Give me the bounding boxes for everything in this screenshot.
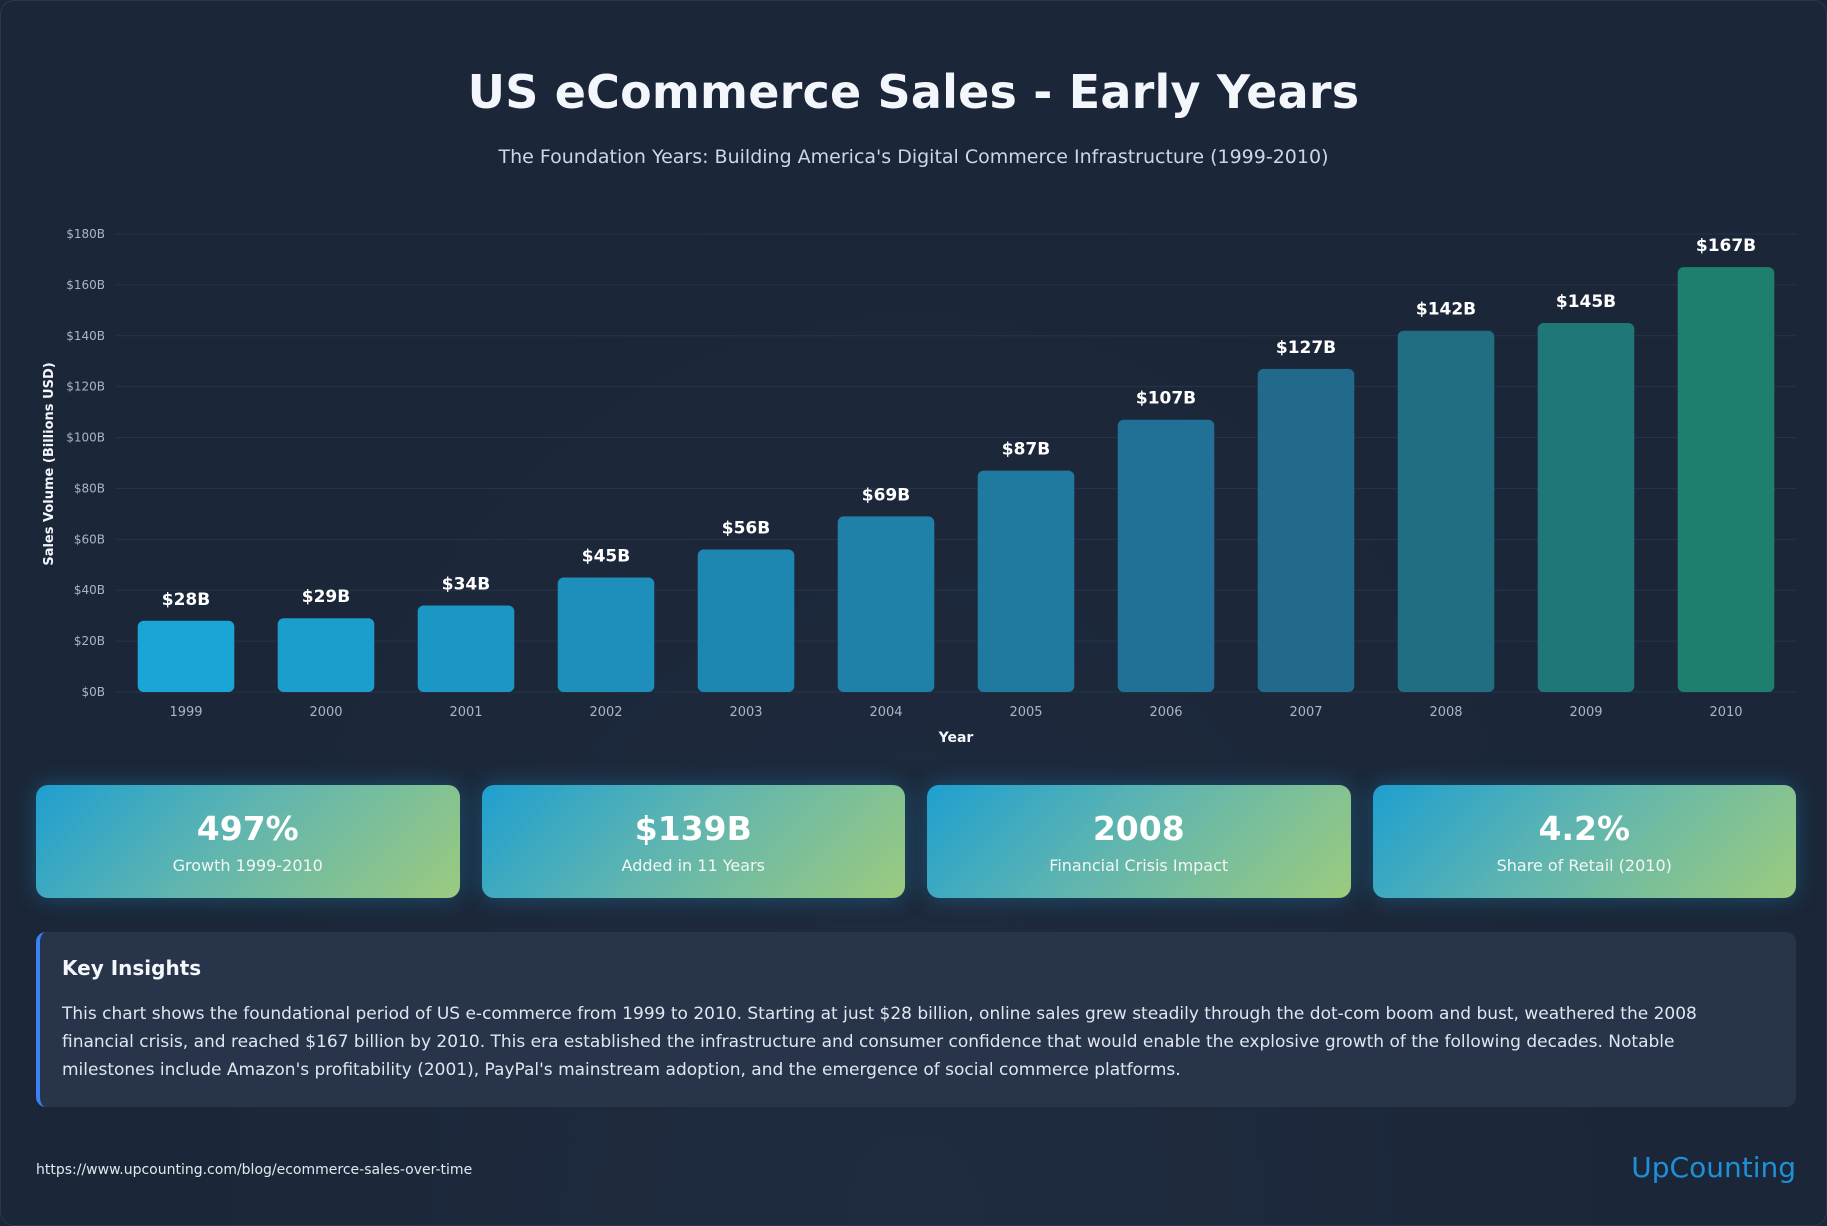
- bar-2006: [1117, 419, 1215, 692]
- page-title: US eCommerce Sales - Early Years: [467, 65, 1360, 119]
- bar-value-label: $107B: [1136, 389, 1196, 409]
- x-axis-ticks: 1999 2000 2001 2002 2003 2004 2005 2006 2007 2008…: [169, 705, 1742, 720]
- bar-value-label: $29B: [302, 587, 350, 607]
- y-tick-label: $20B: [74, 634, 105, 648]
- y-tick-label: $40B: [74, 583, 105, 597]
- stat-value: $139B: [634, 808, 752, 848]
- stat-card-retail-share: 4.2% Share of Retail (2010): [1372, 785, 1796, 898]
- x-tick-label: 2003: [729, 705, 762, 720]
- bar-value-label: $127B: [1276, 338, 1336, 358]
- bar-value-label: $87B: [1002, 440, 1050, 460]
- x-tick-label: 2008: [1429, 705, 1462, 720]
- bar-2008: [1397, 330, 1495, 692]
- bar-2009: [1537, 323, 1635, 692]
- stat-label: Growth 1999-2010: [172, 855, 323, 875]
- sales-bar-chart: $0B $20B $40B $60B $80B $100B $120B $140B $160B $…: [42, 227, 1796, 746]
- bar-1999: [137, 620, 235, 692]
- stat-card-crisis: 2008 Financial Crisis Impact: [927, 785, 1351, 898]
- bar-2004: [837, 516, 935, 692]
- bar-value-label: $45B: [582, 547, 630, 567]
- bar-value-label: $69B: [862, 485, 910, 505]
- source-link[interactable]: https://www.upcounting.com/blog/ecommerc…: [36, 1162, 473, 1178]
- x-axis-title: Year: [938, 730, 974, 746]
- y-axis-title: Sales Volume (Billions USD): [42, 362, 57, 565]
- stat-label: Financial Crisis Impact: [1049, 855, 1229, 875]
- bar-2002: [557, 577, 655, 692]
- x-tick-label: 2010: [1709, 705, 1742, 720]
- stat-card-added: $139B Added in 11 Years: [481, 785, 905, 898]
- brand-logo: UpCounting: [1631, 1151, 1796, 1184]
- bar-value-labels: $28B $29B $34B $45B $56B $69B $87B $107B $127B $1…: [162, 236, 1756, 610]
- x-tick-label: 2005: [1009, 705, 1042, 720]
- stat-value: 2008: [1092, 808, 1185, 848]
- bar-2005: [977, 470, 1075, 692]
- chart-bars: [137, 267, 1775, 692]
- bar-value-label: $142B: [1416, 300, 1476, 320]
- y-tick-label: $160B: [66, 278, 105, 292]
- y-tick-label: $80B: [74, 481, 105, 495]
- stats-cards: 497% Growth 1999-2010 $139B Added in 11 …: [36, 785, 1796, 898]
- stat-card-growth: 497% Growth 1999-2010: [36, 785, 460, 898]
- y-tick-label: $180B: [66, 227, 105, 241]
- stat-label: Share of Retail (2010): [1496, 855, 1672, 875]
- x-tick-label: 2002: [589, 705, 622, 720]
- bar-value-label: $34B: [442, 574, 490, 594]
- bar-2000: [277, 618, 375, 692]
- bar-2007: [1257, 368, 1355, 692]
- y-tick-label: $0B: [81, 685, 105, 699]
- x-tick-label: 2000: [309, 705, 342, 720]
- x-tick-label: 2007: [1289, 705, 1322, 720]
- page-subtitle: The Foundation Years: Building America's…: [498, 146, 1329, 168]
- bar-2001: [417, 605, 515, 692]
- bar-value-label: $167B: [1696, 236, 1756, 256]
- chart-gridlines: [116, 233, 1796, 693]
- x-tick-label: 2009: [1569, 705, 1602, 720]
- stat-label: Added in 11 Years: [621, 855, 765, 875]
- y-tick-label: $100B: [66, 431, 105, 445]
- bar-2003: [697, 549, 795, 692]
- x-tick-label: 2004: [869, 705, 902, 720]
- bar-value-label: $56B: [722, 519, 770, 539]
- y-tick-label: $140B: [66, 329, 105, 343]
- y-tick-label: $120B: [66, 380, 105, 394]
- x-tick-label: 2006: [1149, 705, 1182, 720]
- stat-value: 497%: [196, 808, 299, 848]
- bar-2010: [1677, 267, 1775, 692]
- x-tick-label: 1999: [169, 705, 202, 720]
- y-axis-ticks: $0B $20B $40B $60B $80B $100B $120B $140B $160B $…: [66, 227, 105, 699]
- insights-text: This chart shows the foundational period…: [62, 1004, 1697, 1080]
- x-tick-label: 2001: [449, 705, 482, 720]
- y-tick-label: $60B: [74, 532, 105, 546]
- key-insights-panel: Key Insights This chart shows the founda…: [36, 932, 1796, 1107]
- stat-value: 4.2%: [1538, 808, 1631, 848]
- insights-title: Key Insights: [62, 956, 202, 980]
- bar-value-label: $28B: [162, 590, 210, 610]
- bar-value-label: $145B: [1556, 292, 1616, 312]
